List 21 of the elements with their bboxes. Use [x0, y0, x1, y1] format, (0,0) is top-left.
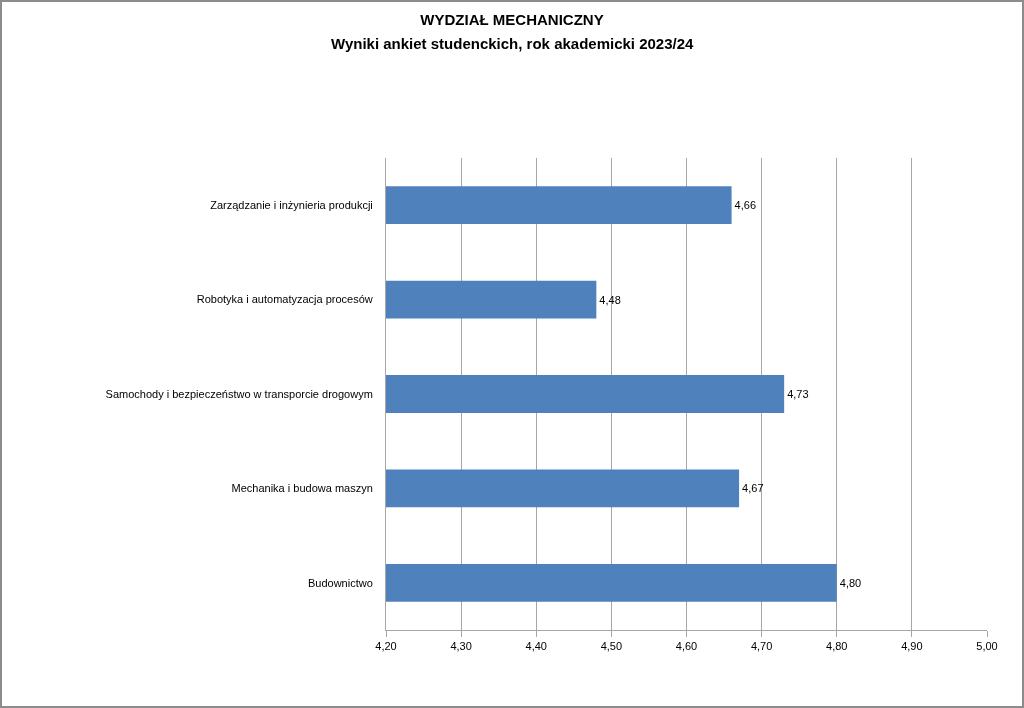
x-tick-label: 4,30: [450, 640, 472, 653]
data-label: 4,48: [599, 293, 621, 306]
x-tick-label: 4,80: [826, 640, 848, 653]
y-tick-label: Zarządzanie i inżynieria produkcji: [210, 199, 373, 212]
y-tick-label: Samochody i bezpieczeństwo w transporcie drogowym: [105, 387, 373, 400]
data-label: 4,73: [787, 388, 809, 400]
y-tick-label: Mechanika i budowa maszyn: [231, 482, 373, 495]
chart-subtitle: Wyniki ankiet studenckich, rok akademicki 2023/24: [331, 35, 695, 52]
data-label: 4,67: [742, 482, 764, 495]
x-tick-label: 4,50: [600, 640, 623, 653]
data-label: 4,66: [734, 199, 756, 212]
x-tick-label: 5,00: [976, 640, 998, 653]
chart-title: WYDZIAŁ MECHANICZNY: [420, 11, 604, 29]
x-tick-label: 4,70: [750, 640, 773, 653]
data-label: 4,80: [839, 576, 862, 589]
x-tick-label: 4,90: [901, 640, 923, 653]
x-tick-label: 4,60: [675, 640, 698, 653]
x-tick-label: 4,20: [375, 640, 397, 653]
y-tick-label: Robotyka i automatyzacja procesów: [196, 293, 373, 306]
x-tick-label: 4,40: [525, 640, 547, 653]
y-tick-label: Budownictwo: [307, 576, 373, 589]
